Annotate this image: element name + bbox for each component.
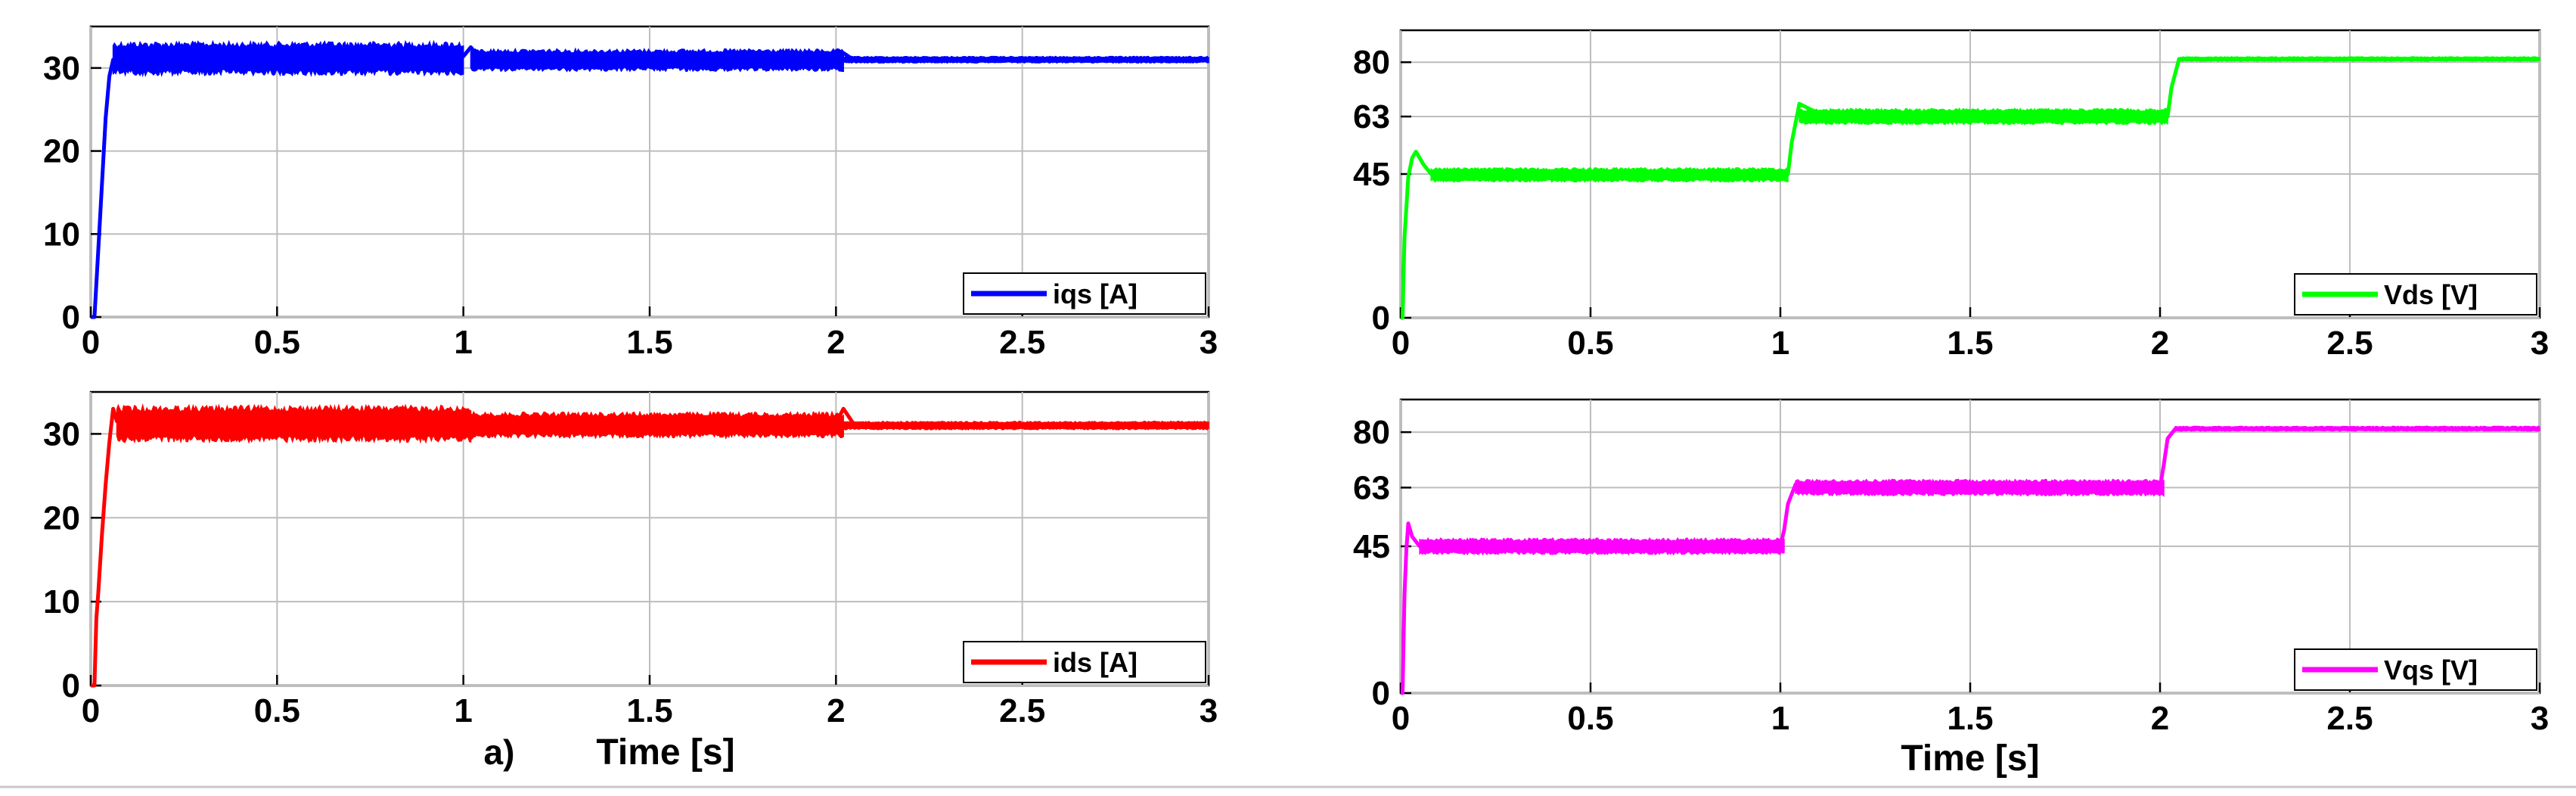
- y-tick-label: 20: [43, 133, 80, 170]
- x-tick-label: 1.5: [626, 692, 672, 729]
- x-tick-label: 2.5: [999, 692, 1045, 729]
- x-tick-label: 1: [1771, 325, 1789, 362]
- vqs-voltage-chart: 0 0.5 1 1.5 2 2.5 3 0 45 63 80 Vqs [V] Time [s]: [1353, 398, 2549, 779]
- x-tick-label: 1: [1771, 700, 1789, 737]
- x-tick-label: 0: [1392, 325, 1410, 362]
- series-line: [1401, 57, 2540, 320]
- x-tick-label: 0.5: [254, 324, 300, 361]
- legend-label: Vds [V]: [2384, 279, 2478, 310]
- legend-box: [2294, 648, 2537, 691]
- y-tick-label: 0: [62, 299, 80, 336]
- x-tick-label: 3: [2531, 700, 2549, 737]
- x-tick-label: 2: [827, 324, 845, 361]
- x-tick-label: 3: [1200, 692, 1218, 729]
- y-tick-label: 30: [43, 50, 80, 87]
- y-tick-label: 0: [1372, 675, 1390, 712]
- x-tick-label: 1: [454, 692, 472, 729]
- x-tick-label: 2.5: [2326, 700, 2373, 737]
- x-tick-label: 1.5: [1947, 700, 1993, 737]
- y-tick-label: 45: [1353, 528, 1390, 565]
- x-tick-label: 2.5: [2326, 325, 2373, 362]
- legend-label: Vqs [V]: [2384, 655, 2478, 686]
- legend-box: [963, 272, 1206, 315]
- y-tick-label: 80: [1353, 414, 1390, 451]
- y-tick-label: 63: [1353, 469, 1390, 506]
- y-tick-label: 63: [1353, 98, 1390, 135]
- y-tick-label: 20: [43, 499, 80, 536]
- x-tick-label: 1: [454, 324, 472, 361]
- x-tick-label: 2: [2151, 325, 2169, 362]
- x-tick-label: 3: [1200, 324, 1218, 361]
- x-tick-label: 0: [1392, 700, 1410, 737]
- legend-label: ids [A]: [1053, 647, 1137, 678]
- y-tick-label: 10: [43, 583, 80, 620]
- x-tick-label: 2.5: [999, 324, 1045, 361]
- x-tick-label: 1.5: [626, 324, 672, 361]
- x-tick-label: 1.5: [1947, 325, 1993, 362]
- x-axis-label: Time [s]: [1901, 738, 2039, 779]
- x-tick-label: 0.5: [1567, 700, 1613, 737]
- y-tick-label: 45: [1353, 156, 1390, 193]
- x-tick-label: 0.5: [254, 692, 300, 729]
- x-tick-label: 0: [82, 324, 100, 361]
- x-tick-label: 3: [2531, 325, 2549, 362]
- series-line: [91, 45, 1209, 319]
- y-tick-label: 80: [1353, 44, 1390, 81]
- x-tick-label: 0.5: [1567, 325, 1613, 362]
- y-tick-label: 0: [1372, 300, 1390, 337]
- x-tick-label: 0: [82, 692, 100, 729]
- y-tick-label: 10: [43, 216, 80, 253]
- series-line: [91, 406, 1209, 688]
- y-tick-label: 30: [43, 415, 80, 452]
- y-tick-label: 0: [62, 667, 80, 704]
- series-line: [1401, 427, 2540, 695]
- legend-label: iqs [A]: [1053, 278, 1137, 309]
- x-tick-label: 2: [2151, 700, 2169, 737]
- x-tick-label: 2: [827, 692, 845, 729]
- vds-voltage-chart: 0 0.5 1 1.5 2 2.5 3 0 45 63 80 Vds [V]: [1353, 29, 2549, 362]
- x-axis-label: Time [s]: [596, 732, 734, 773]
- panel-label: a): [484, 732, 515, 772]
